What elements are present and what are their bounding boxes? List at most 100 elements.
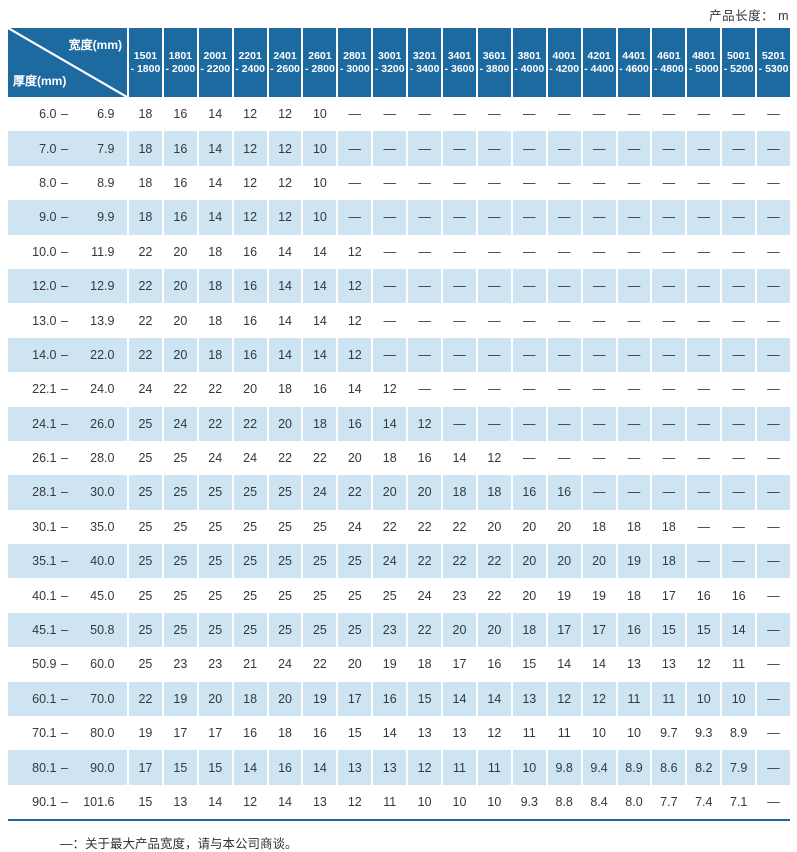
value-cell: 25 <box>198 544 232 579</box>
range-max: 90.0 <box>90 760 115 775</box>
value-cell-dash: — <box>722 268 756 304</box>
table-row: 35.1–40.0 25 25 25 25 25 25 25 24 22 22 22 20 20 20 19 1… <box>8 544 790 579</box>
range-dash: – <box>61 588 68 603</box>
value-cell: 17 <box>547 612 581 648</box>
value-cell: 18 <box>373 440 407 476</box>
value-cell: 8.4 <box>582 784 616 820</box>
value-cell: 25 <box>268 612 302 648</box>
value-cell: 16 <box>338 406 372 441</box>
table-row: 9.0–9.9 18 16 14 12 12 10— — — — — — — — — — — — — <box>8 200 790 235</box>
range-dash: – <box>61 485 68 500</box>
col-header-to: - 2200 <box>200 62 231 75</box>
value-cell: 10 <box>443 784 476 820</box>
value-cell: 19 <box>547 578 581 613</box>
value-cell-dash: — <box>687 200 721 235</box>
range-dash: – <box>61 519 68 534</box>
value-cell: 22 <box>198 372 232 407</box>
value-cell: 11 <box>617 681 651 717</box>
range-dash: – <box>61 382 68 397</box>
range-dash: – <box>61 691 68 706</box>
value-cell: 10 <box>303 165 337 201</box>
value-cell: 7.9 <box>722 750 756 785</box>
value-cell-dash: — <box>757 97 790 132</box>
table-row: 28.1–30.0 25 25 25 25 25 24 22 20 20 18 18 16 16— — — — —… <box>8 475 790 510</box>
value-cell: 25 <box>129 475 162 510</box>
value-cell-dash: — <box>373 268 407 304</box>
value-cell: 19 <box>617 544 651 579</box>
range-min: 9.0 <box>39 210 57 225</box>
value-cell: 16 <box>233 337 267 373</box>
value-cell: 18 <box>129 97 162 132</box>
col-header-to: - 3200 <box>374 62 405 75</box>
value-cell: 12 <box>233 97 267 132</box>
value-cell: 18 <box>512 612 546 648</box>
value-cell: 18 <box>652 544 686 579</box>
value-cell: 25 <box>338 578 372 613</box>
value-cell: 7.7 <box>652 784 686 820</box>
value-cell: 20 <box>338 440 372 476</box>
col-header-1801: 1801- 2000 <box>163 28 197 97</box>
value-cell: 22 <box>198 406 232 441</box>
value-cell: 13 <box>408 716 442 751</box>
range-max: 24.0 <box>90 382 115 397</box>
value-cell-dash: — <box>547 165 581 201</box>
value-cell: 10 <box>477 784 511 820</box>
value-cell: 15 <box>129 784 162 820</box>
value-cell-dash: — <box>477 337 511 373</box>
value-cell-dash: — <box>338 131 372 166</box>
range-min: 30.1 <box>32 519 57 534</box>
col-header-from: 1801 <box>168 49 193 62</box>
value-cell: 20 <box>163 337 197 373</box>
value-cell-dash: — <box>757 234 790 269</box>
col-header-to: - 4000 <box>514 62 545 75</box>
range-dash: – <box>61 760 68 775</box>
col-header-from: 4001 <box>552 49 576 62</box>
value-cell: 22 <box>443 509 476 545</box>
value-cell: 11 <box>373 784 407 820</box>
value-cell-dash: — <box>582 337 616 373</box>
value-cell: 14 <box>233 750 267 785</box>
range-dash: – <box>61 657 68 672</box>
value-cell: 15 <box>408 681 442 717</box>
range-dash: – <box>61 107 68 122</box>
col-header-1501: 1501- 1800 <box>129 28 162 97</box>
table-row: 60.1–70.0 22 19 20 18 20 19 17 16 15 14 14 13 12 12 11 1… <box>8 681 790 717</box>
value-cell: 22 <box>443 544 476 579</box>
table-row: 24.1–26.0 25 24 22 22 20 18 16 14 12— — — — — — — — — — <box>8 406 790 441</box>
value-cell-dash: — <box>617 131 651 166</box>
value-cell: 14 <box>373 406 407 441</box>
col-header-to: - 4200 <box>549 62 580 75</box>
value-cell: 20 <box>512 544 546 579</box>
value-cell: 12 <box>408 750 442 785</box>
value-cell: 10 <box>722 681 756 717</box>
value-cell-dash: — <box>373 337 407 373</box>
value-cell-dash: — <box>687 97 721 132</box>
value-cell: 14 <box>303 234 337 269</box>
col-header-3801: 3801- 4000 <box>512 28 546 97</box>
value-cell: 16 <box>163 97 197 132</box>
value-cell: 8.9 <box>617 750 651 785</box>
value-cell: 16 <box>233 268 267 304</box>
value-cell-dash: — <box>338 97 372 132</box>
value-cell-dash: — <box>547 303 581 338</box>
unit-note: 产品长度： m <box>709 9 789 23</box>
value-cell: 12 <box>268 165 302 201</box>
value-cell: 15 <box>163 750 197 785</box>
value-cell: 16 <box>233 234 267 269</box>
value-cell-dash: — <box>443 97 476 132</box>
range-min: 80.1 <box>32 760 57 775</box>
value-cell: 19 <box>582 578 616 613</box>
value-cell: 20 <box>512 578 546 613</box>
value-cell: 15 <box>687 612 721 648</box>
range-min: 90.1 <box>32 795 57 809</box>
value-cell: 8.2 <box>687 750 721 785</box>
col-header-to: - 5200 <box>723 62 754 75</box>
value-cell: 12 <box>338 784 372 820</box>
value-cell-dash: — <box>652 337 686 373</box>
value-cell: 20 <box>443 612 476 648</box>
col-header-2001: 2001- 2200 <box>198 28 232 97</box>
value-cell-dash: — <box>408 200 442 235</box>
value-cell-dash: — <box>722 303 756 338</box>
col-header-to: - 3800 <box>479 62 510 75</box>
range-min: 8.0 <box>39 175 57 190</box>
